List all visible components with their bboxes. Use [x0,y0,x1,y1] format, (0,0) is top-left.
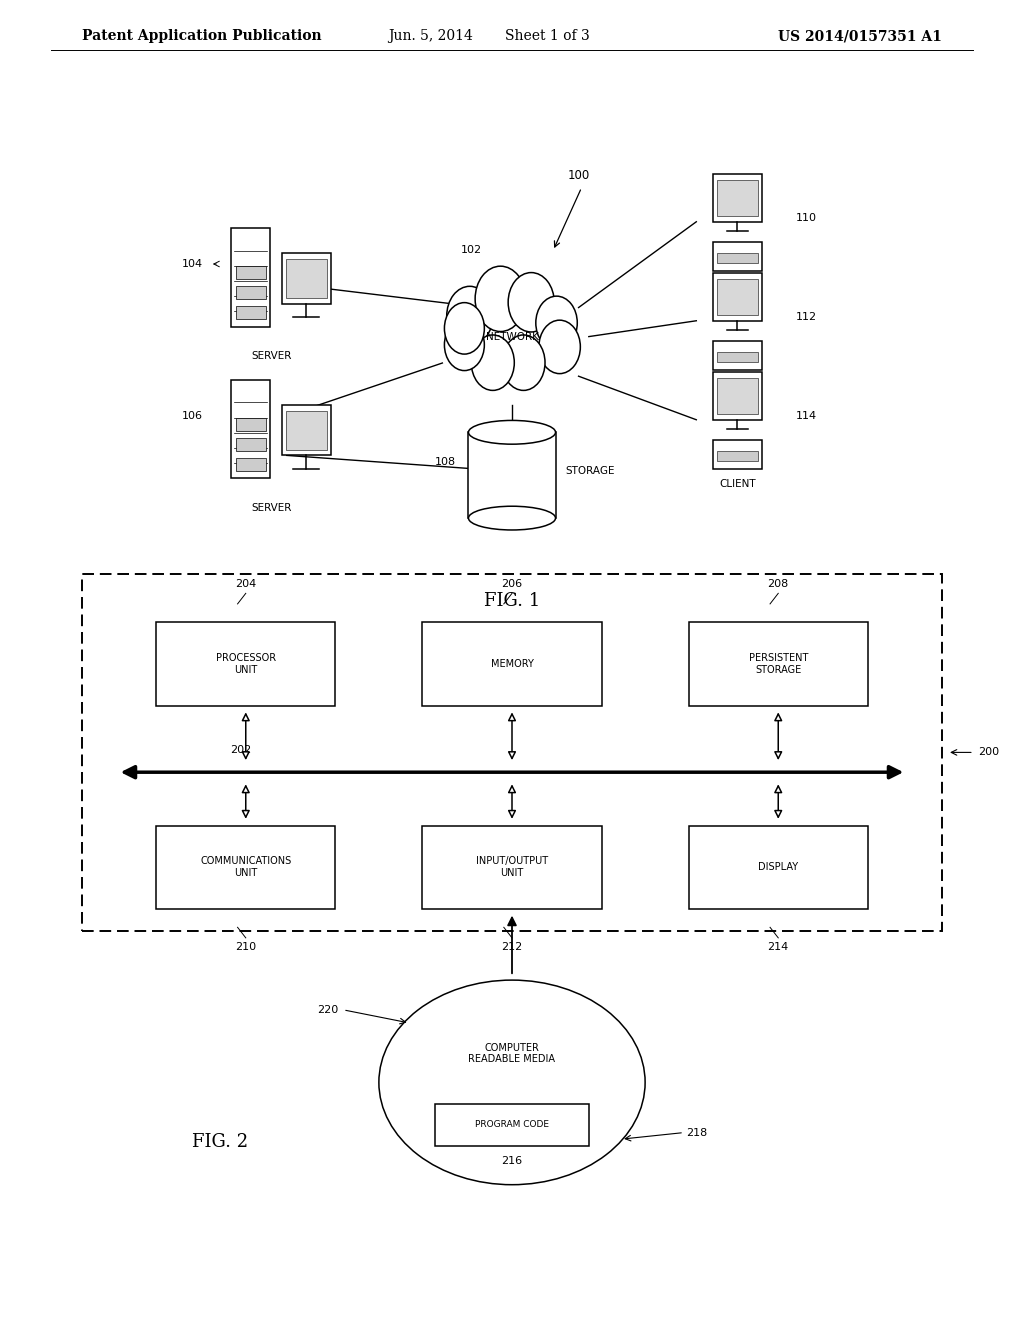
Text: CLIENT: CLIENT [719,380,756,391]
Text: 210: 210 [236,942,256,952]
FancyBboxPatch shape [156,623,336,705]
FancyBboxPatch shape [688,826,867,908]
Text: SERVER: SERVER [251,503,292,513]
FancyBboxPatch shape [713,440,762,469]
Text: 220: 220 [316,1005,338,1015]
FancyBboxPatch shape [713,341,762,370]
FancyBboxPatch shape [435,1104,589,1146]
Circle shape [446,286,493,346]
Text: 214: 214 [768,942,788,952]
Text: NETWORK: NETWORK [485,331,539,342]
Circle shape [502,335,545,391]
FancyBboxPatch shape [286,259,327,298]
FancyBboxPatch shape [713,174,762,222]
Text: DISPLAY: DISPLAY [758,862,799,873]
Text: 208: 208 [768,579,788,589]
FancyBboxPatch shape [422,623,601,705]
Circle shape [508,272,554,333]
FancyBboxPatch shape [422,826,601,908]
Circle shape [470,282,554,391]
Text: CLIENT: CLIENT [719,281,756,292]
FancyBboxPatch shape [717,352,758,362]
Text: Sheet 1 of 3: Sheet 1 of 3 [506,29,590,44]
Text: INPUT/OUTPUT
UNIT: INPUT/OUTPUT UNIT [476,857,548,878]
Text: COMPUTER
READABLE MEDIA: COMPUTER READABLE MEDIA [469,1043,555,1064]
Text: 200: 200 [978,747,999,758]
FancyBboxPatch shape [156,826,336,908]
Text: PROGRAM CODE: PROGRAM CODE [475,1121,549,1129]
Text: FIG. 1: FIG. 1 [484,591,540,610]
FancyBboxPatch shape [286,411,327,450]
Text: Jun. 5, 2014: Jun. 5, 2014 [388,29,472,44]
FancyBboxPatch shape [231,227,270,326]
FancyBboxPatch shape [717,180,758,216]
Circle shape [475,267,526,331]
Text: US 2014/0157351 A1: US 2014/0157351 A1 [778,29,942,44]
FancyBboxPatch shape [713,242,762,271]
FancyBboxPatch shape [717,279,758,315]
Text: 110: 110 [796,213,817,223]
Circle shape [536,296,578,350]
Circle shape [444,319,484,371]
Text: FIG. 2: FIG. 2 [193,1133,248,1151]
FancyBboxPatch shape [231,380,270,478]
Text: 104: 104 [181,259,203,269]
FancyBboxPatch shape [282,253,331,304]
Circle shape [471,335,514,391]
Circle shape [539,321,581,374]
Ellipse shape [469,506,555,529]
Text: 206: 206 [502,579,522,589]
Ellipse shape [379,979,645,1185]
Text: 100: 100 [567,169,590,182]
FancyBboxPatch shape [713,372,762,420]
Text: 112: 112 [796,312,817,322]
Text: CLIENT: CLIENT [719,479,756,490]
FancyBboxPatch shape [236,306,266,318]
FancyBboxPatch shape [469,432,555,517]
Text: SERVER: SERVER [251,351,292,362]
FancyBboxPatch shape [713,273,762,321]
FancyBboxPatch shape [236,458,266,470]
Text: Patent Application Publication: Patent Application Publication [82,29,322,44]
FancyBboxPatch shape [717,253,758,263]
Text: PERSISTENT
STORAGE: PERSISTENT STORAGE [749,653,808,675]
FancyBboxPatch shape [688,623,867,705]
FancyBboxPatch shape [236,438,266,450]
FancyBboxPatch shape [82,574,942,931]
Text: 202: 202 [230,744,251,755]
Text: 204: 204 [236,579,256,589]
FancyBboxPatch shape [236,267,266,279]
Text: 114: 114 [796,411,817,421]
Text: MEMORY: MEMORY [490,659,534,669]
FancyBboxPatch shape [236,418,266,430]
Text: 218: 218 [686,1127,708,1138]
FancyBboxPatch shape [282,405,331,455]
FancyBboxPatch shape [717,378,758,414]
Text: 102: 102 [461,244,481,255]
Ellipse shape [469,420,555,444]
Text: 108: 108 [434,457,456,467]
Text: 106: 106 [181,411,203,421]
Circle shape [444,302,484,354]
Text: COMMUNICATIONS
UNIT: COMMUNICATIONS UNIT [200,857,292,878]
Text: 212: 212 [502,942,522,952]
FancyBboxPatch shape [236,286,266,298]
FancyBboxPatch shape [717,451,758,461]
Text: 216: 216 [502,1156,522,1167]
Text: PROCESSOR
UNIT: PROCESSOR UNIT [216,653,275,675]
Text: STORAGE: STORAGE [565,466,614,477]
